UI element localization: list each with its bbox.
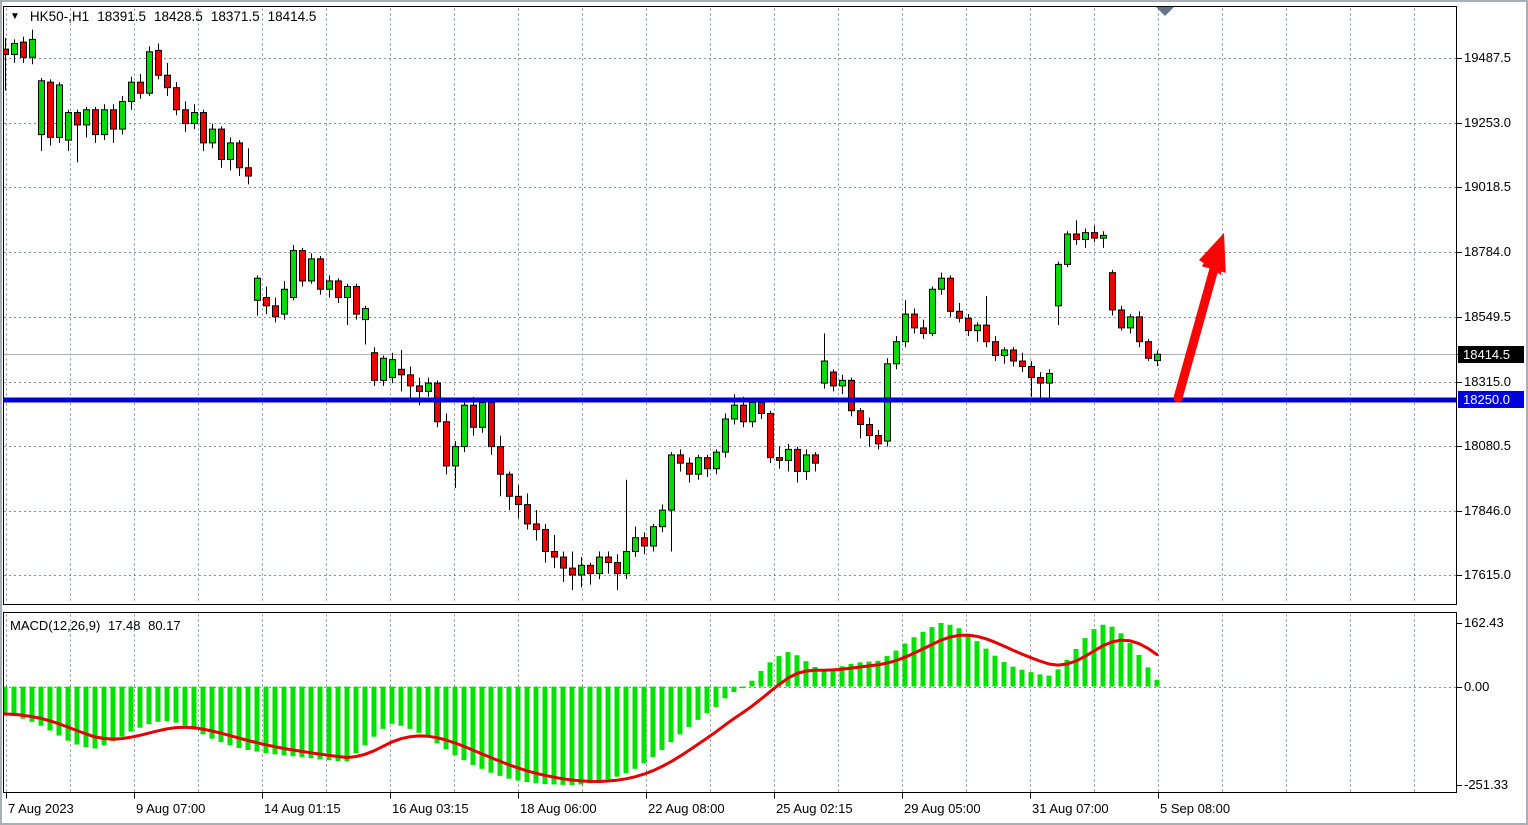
macd-signal-value: 80.17 [148,618,181,633]
macd-main-value: 17.48 [107,618,141,633]
ohlc-open: 18391.5 [97,9,146,24]
support-price-tag: 18250.0 [1458,391,1524,408]
macd-signal-line [4,633,1159,783]
price-tick-label: 18784.0 [1464,244,1511,259]
time-tick-label: 9 Aug 07:00 [136,801,206,816]
time-scale[interactable]: 7 Aug 2023 9 Aug 07:00 14 Aug 01:15 16 Aug … [2,798,1458,823]
time-tick-label: 22 Aug 08:00 [648,801,725,816]
candles-layer [4,29,1161,591]
time-tick-label: 5 Sep 08:00 [1160,801,1231,816]
time-tick-label: 18 Aug 06:00 [520,801,597,816]
macd-histogram-layer [4,623,1160,785]
macd-pane-border [3,612,1457,793]
chart-shift-marker[interactable] [1156,7,1174,16]
chart-title: ▼ HK50-,H1 18391.5 18428.5 18371.5 18414… [10,9,316,24]
time-tick-label: 25 Aug 02:15 [776,801,853,816]
price-tick-label: 18080.5 [1464,438,1511,453]
vertical-gridlines [6,8,1415,792]
macd-name: MACD(12,26,9) [10,618,101,633]
price-tick-label: 19253.0 [1464,115,1511,130]
time-tick-label: 29 Aug 05:00 [904,801,981,816]
trend-arrow[interactable] [1173,233,1226,403]
macd-tick-label: 162.43 [1464,615,1504,630]
main-pane-border [3,6,1457,605]
ohlc-close: 18414.5 [267,9,317,24]
scale-ticks [6,58,1462,799]
price-tick-label: 18315.0 [1464,374,1511,389]
current-price-tag: 18414.5 [1458,345,1524,363]
price-tick-label: 18549.5 [1464,309,1511,324]
macd-indicator-label: MACD(12,26,9) 17.48 80.17 [10,618,185,633]
price-tick-label: 17615.0 [1464,567,1511,582]
symbol-timeframe-label: HK50-,H1 [29,9,90,24]
price-tick-label: 17846.0 [1464,503,1511,518]
macd-tick-label: 0.00 [1464,679,1490,694]
price-tick-label: 19487.5 [1464,50,1511,65]
time-tick-label: 7 Aug 2023 [8,801,74,816]
price-tick-label: 19018.5 [1464,179,1511,194]
ohlc-low: 18371.5 [210,9,260,24]
macd-tick-label: -251.33 [1464,777,1509,792]
horizontal-gridlines [4,58,1456,576]
symbol-marker-icon: ▼ [10,10,20,22]
price-scale[interactable]: 19487.5 19253.0 19018.5 18784.0 18549.5 18315… [1460,2,1526,797]
time-tick-label: 16 Aug 03:15 [392,801,469,816]
ohlc-high: 18428.5 [154,9,203,24]
time-tick-label: 14 Aug 01:15 [264,801,341,816]
time-tick-label: 31 Aug 07:00 [1032,801,1109,816]
